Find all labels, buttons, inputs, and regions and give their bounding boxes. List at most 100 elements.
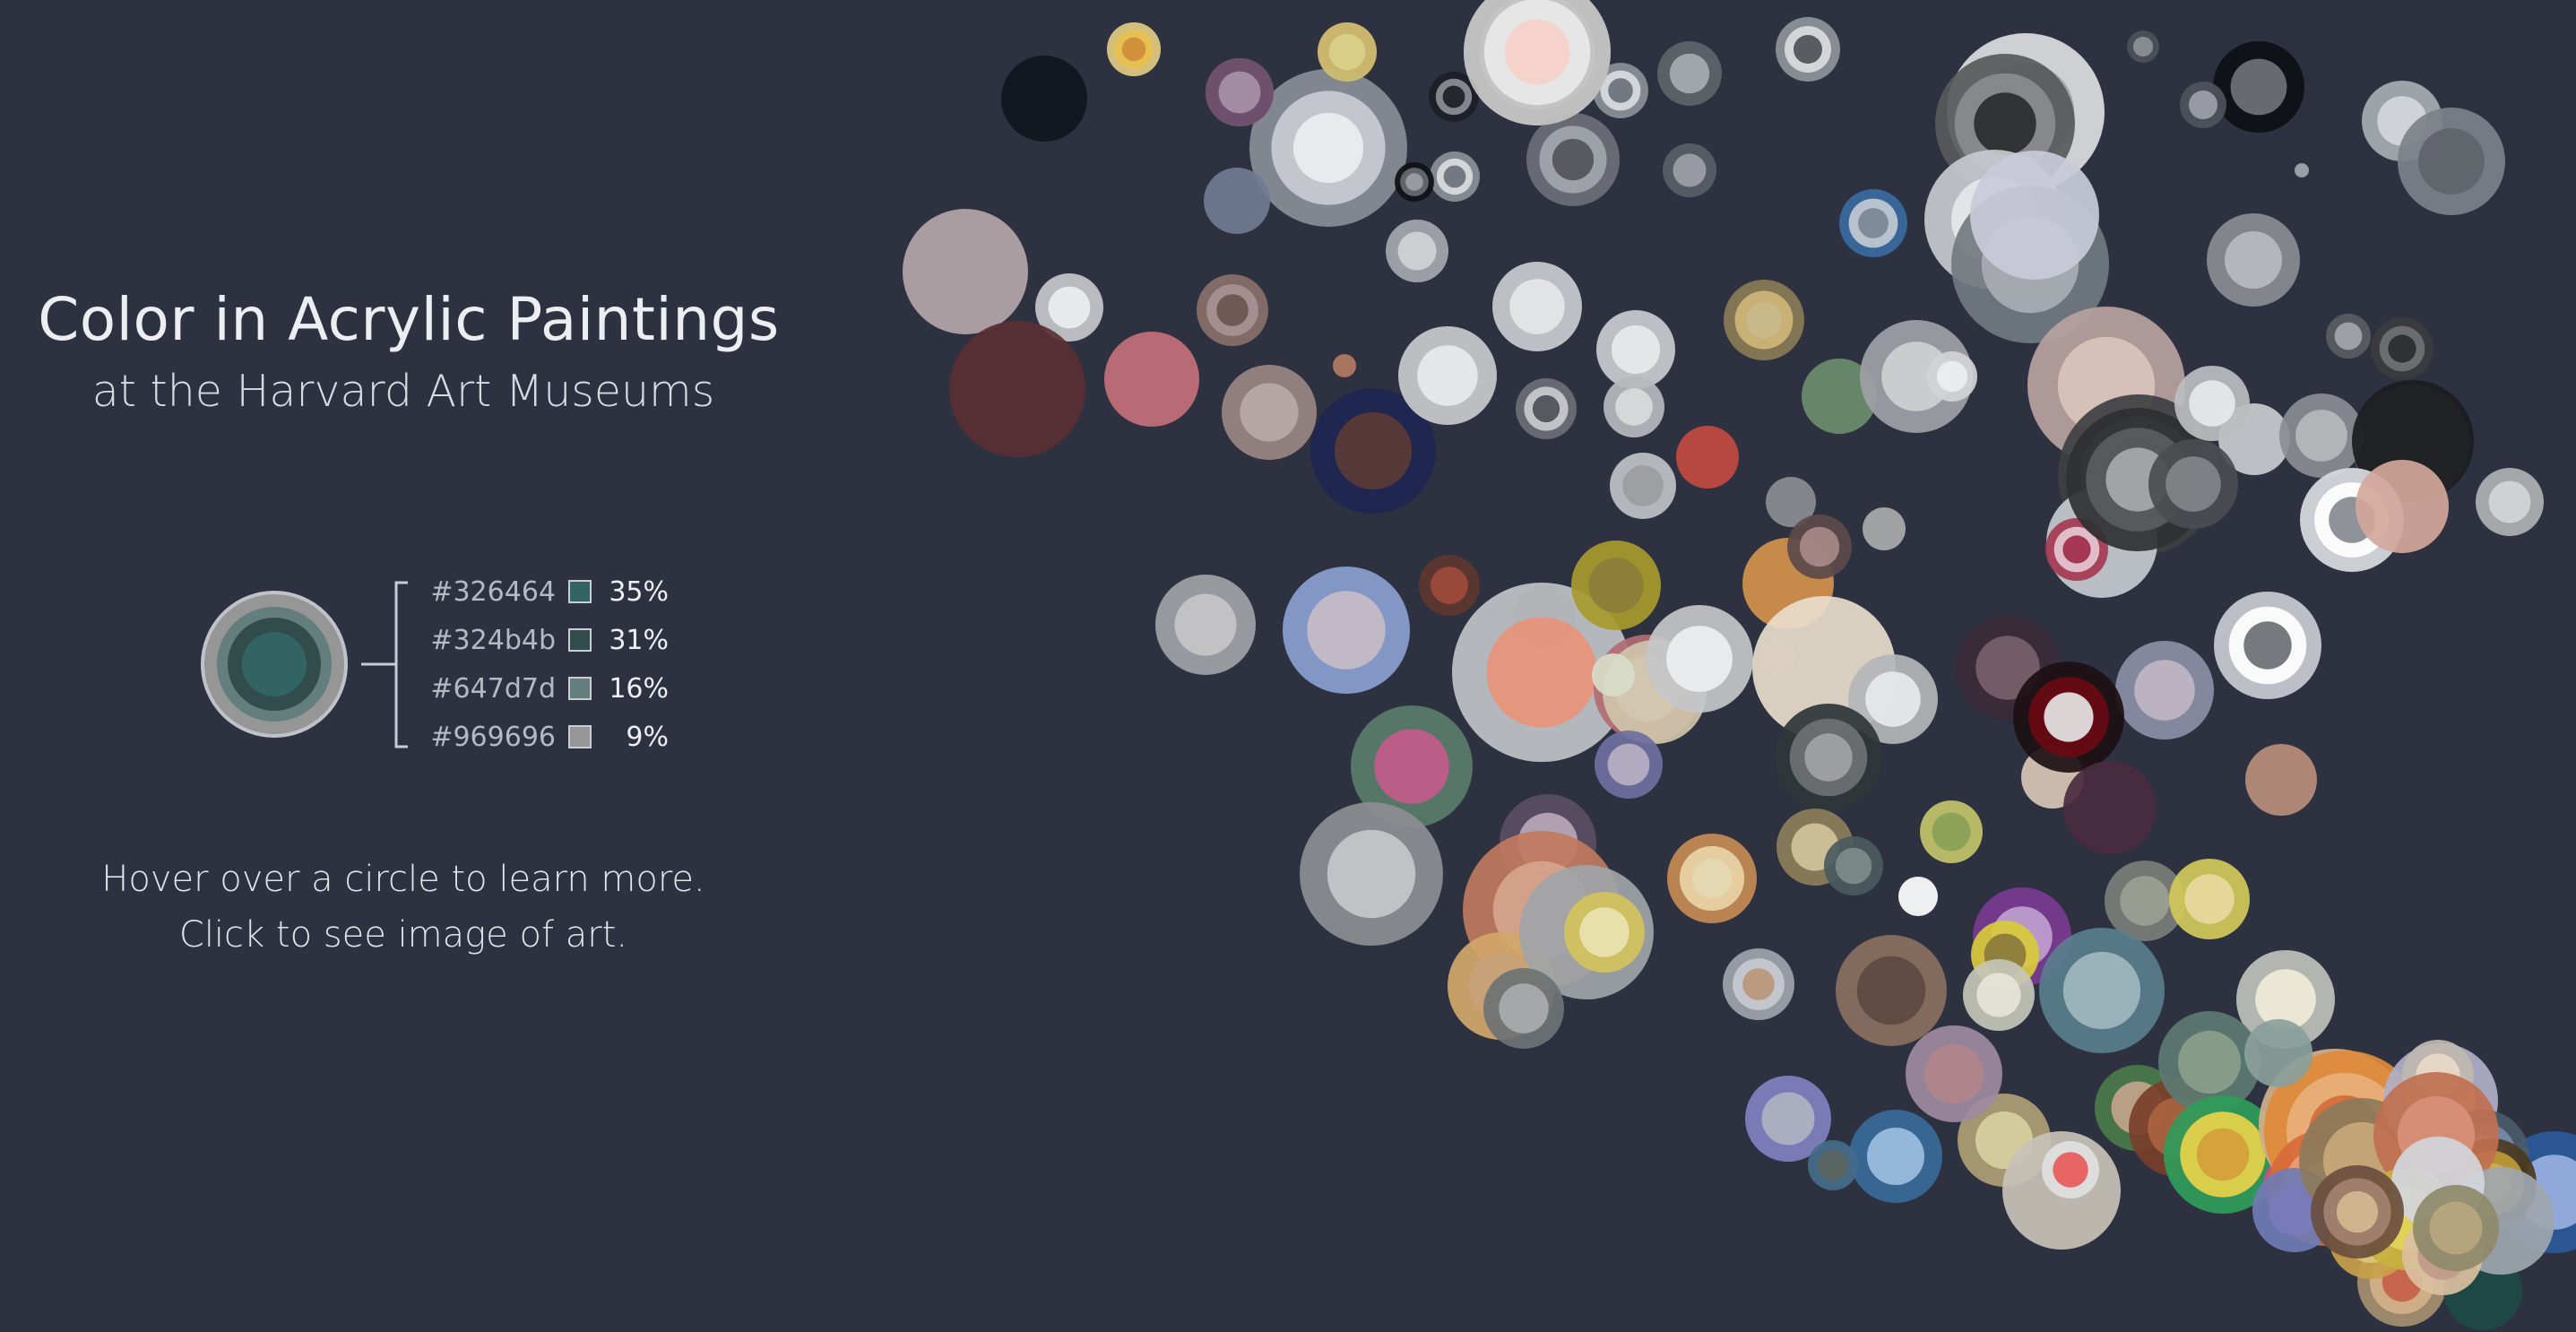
painting-color-ring[interactable]	[1673, 153, 1707, 187]
painting-circle[interactable]	[2105, 861, 2185, 941]
painting-circle[interactable]	[1836, 935, 1947, 1046]
painting-circle[interactable]	[2158, 1011, 2260, 1113]
painting-color-ring[interactable]	[1867, 1128, 1924, 1185]
painting-color-ring[interactable]	[1669, 53, 1710, 94]
painting-color-ring[interactable]	[1218, 71, 1261, 114]
painting-circle[interactable]	[1745, 1076, 1831, 1162]
painting-color-ring[interactable]	[1802, 359, 1877, 434]
painting-color-ring[interactable]	[1881, 342, 1951, 411]
painting-color-ring[interactable]	[1328, 33, 1366, 71]
painting-color-ring[interactable]	[1607, 743, 1650, 786]
painting-circle[interactable]	[1197, 274, 1268, 346]
painting-color-ring[interactable]	[1817, 1149, 1849, 1181]
painting-circle[interactable]	[1776, 17, 1840, 82]
painting-color-ring[interactable]	[1292, 112, 1364, 184]
painting-circle[interactable]	[2244, 1019, 2312, 1087]
painting-color-ring[interactable]	[1742, 968, 1775, 1000]
painting-circle[interactable]	[1107, 22, 1161, 76]
painting-circle[interactable]	[1419, 555, 1480, 616]
painting-circle[interactable]	[2180, 82, 2226, 128]
painting-color-ring[interactable]	[1615, 388, 1653, 426]
painting-circle[interactable]	[1592, 653, 1635, 696]
painting-circle[interactable]	[1920, 800, 1983, 863]
painting-circle[interactable]	[1516, 378, 1577, 439]
painting-color-ring[interactable]	[1397, 231, 1437, 271]
painting-circle[interactable]	[1593, 63, 1648, 118]
painting-color-ring[interactable]	[1923, 1043, 1984, 1104]
painting-color-ring[interactable]	[2334, 322, 2363, 350]
painting-color-ring[interactable]	[1504, 19, 1570, 85]
painting-circle[interactable]	[2039, 928, 2165, 1053]
painting-circle[interactable]	[2245, 744, 2317, 816]
painting-circle[interactable]	[1283, 567, 1410, 694]
painting-circle[interactable]	[1526, 113, 1620, 206]
painting-circle[interactable]	[1398, 326, 1497, 425]
painting-color-ring[interactable]	[1975, 636, 2040, 700]
painting-color-ring[interactable]	[1761, 1092, 1815, 1146]
painting-color-ring[interactable]	[2269, 1184, 2321, 1236]
painting-circle[interactable]	[2164, 1095, 2282, 1214]
painting-color-ring[interactable]	[1865, 671, 1921, 727]
painting-color-ring[interactable]	[1048, 286, 1091, 329]
painting-circle[interactable]	[1863, 507, 1906, 550]
painting-circle[interactable]	[2115, 641, 2214, 740]
painting-color-ring[interactable]	[1552, 138, 1595, 181]
painting-circle[interactable]	[2295, 163, 2309, 177]
painting-color-ring[interactable]	[1936, 360, 1968, 393]
painting-circle[interactable]	[1849, 1110, 1942, 1203]
painting-color-ring[interactable]	[1333, 354, 1356, 377]
painting-color-ring[interactable]	[2255, 969, 2316, 1030]
painting-circle[interactable]	[1808, 1140, 1858, 1190]
painting-circle[interactable]	[1723, 948, 1794, 1020]
painting-color-ring[interactable]	[949, 321, 1085, 457]
painting-circle[interactable]	[1206, 58, 1274, 126]
painting-circle[interactable]	[1676, 426, 1739, 489]
painting-circle[interactable]	[2279, 394, 2364, 478]
painting-circle[interactable]	[2371, 317, 2433, 380]
painting-circle[interactable]	[1646, 605, 1753, 713]
painting-circle[interactable]	[2063, 761, 2157, 854]
painting-circle[interactable]	[2398, 108, 2505, 215]
painting-circle[interactable]	[1571, 541, 1661, 630]
painting-color-ring[interactable]	[1863, 507, 1906, 550]
painting-color-ring[interactable]	[903, 209, 1028, 334]
painting-circle[interactable]	[1452, 583, 1631, 762]
painting-color-ring[interactable]	[2418, 128, 2485, 195]
painting-circle[interactable]	[1222, 365, 1317, 460]
painting-color-ring[interactable]	[2388, 334, 2416, 363]
painting-color-ring[interactable]	[2196, 1128, 2250, 1181]
painting-color-ring[interactable]	[1588, 558, 1644, 613]
painting-color-ring[interactable]	[1204, 168, 1270, 234]
painting-color-ring[interactable]	[1976, 973, 2021, 1017]
painting-circle[interactable]	[1249, 69, 1407, 227]
painting-circle[interactable]	[949, 321, 1085, 457]
painting-circle[interactable]	[1564, 892, 1645, 973]
painting-color-ring[interactable]	[1307, 591, 1386, 670]
painting-color-ring[interactable]	[1499, 983, 1549, 1034]
painting-color-ring[interactable]	[1592, 653, 1635, 696]
painting-color-ring[interactable]	[2189, 91, 2217, 119]
painting-circle[interactable]	[1351, 705, 1473, 827]
painting-circle[interactable]	[1395, 162, 1434, 202]
painting-circle[interactable]	[1464, 0, 1611, 125]
painting-color-ring[interactable]	[2243, 621, 2292, 670]
painting-circle[interactable]	[2476, 468, 2544, 536]
painting-color-ring[interactable]	[1431, 567, 1468, 604]
painting-circle[interactable]	[2013, 662, 2124, 773]
painting-circle[interactable]	[1963, 959, 2035, 1031]
painting-color-ring[interactable]	[2356, 460, 2449, 553]
painting-circle[interactable]	[2214, 592, 2321, 699]
painting-color-ring[interactable]	[1746, 302, 1782, 338]
painting-circle[interactable]	[1386, 220, 1448, 282]
painting-circle[interactable]	[2311, 1165, 2404, 1258]
painting-circle[interactable]	[1663, 143, 1716, 197]
painting-color-ring[interactable]	[1334, 411, 1413, 490]
painting-color-ring[interactable]	[2063, 761, 2157, 854]
painting-circle[interactable]	[1906, 1025, 2002, 1122]
painting-color-ring[interactable]	[1691, 858, 1733, 899]
painting-circle[interactable]	[1657, 41, 1722, 106]
painting-circle[interactable]	[1104, 332, 1199, 427]
painting-color-ring[interactable]	[1240, 383, 1299, 442]
painting-circle[interactable]	[2148, 439, 2238, 529]
painting-circle[interactable]	[2207, 213, 2300, 307]
